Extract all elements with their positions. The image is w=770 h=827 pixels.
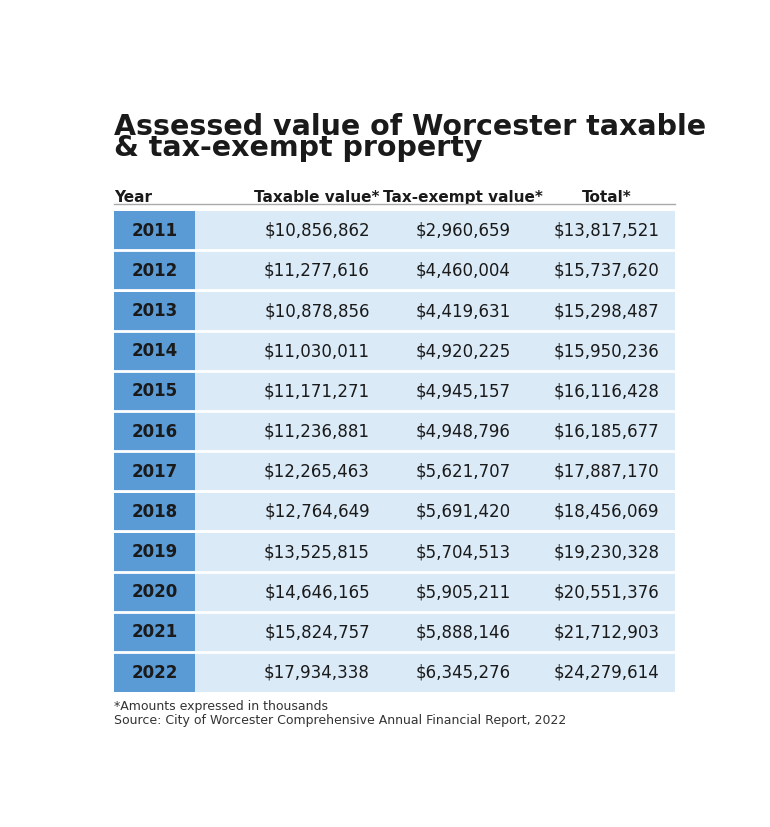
- FancyBboxPatch shape: [114, 653, 196, 692]
- Text: $6,345,276: $6,345,276: [416, 663, 511, 681]
- FancyBboxPatch shape: [114, 493, 196, 532]
- Text: $10,878,856: $10,878,856: [264, 302, 370, 320]
- Text: $20,551,376: $20,551,376: [554, 583, 659, 601]
- FancyBboxPatch shape: [114, 573, 196, 612]
- FancyBboxPatch shape: [114, 613, 196, 652]
- FancyBboxPatch shape: [114, 412, 675, 451]
- Text: $16,116,428: $16,116,428: [554, 382, 659, 400]
- FancyBboxPatch shape: [114, 372, 675, 411]
- Text: $15,737,620: $15,737,620: [554, 262, 659, 280]
- FancyBboxPatch shape: [114, 251, 196, 290]
- Text: $5,905,211: $5,905,211: [416, 583, 511, 601]
- Text: 2019: 2019: [132, 543, 178, 562]
- Text: $11,236,881: $11,236,881: [264, 423, 370, 441]
- Text: 2014: 2014: [132, 342, 178, 361]
- Text: & tax-exempt property: & tax-exempt property: [114, 134, 483, 161]
- FancyBboxPatch shape: [114, 412, 196, 451]
- Text: 2020: 2020: [132, 583, 178, 601]
- Text: $4,948,796: $4,948,796: [416, 423, 511, 441]
- Text: $5,704,513: $5,704,513: [416, 543, 511, 562]
- FancyBboxPatch shape: [114, 533, 675, 571]
- Text: $11,030,011: $11,030,011: [264, 342, 370, 361]
- Text: 2012: 2012: [132, 262, 178, 280]
- Text: 2016: 2016: [132, 423, 178, 441]
- Text: $16,185,677: $16,185,677: [554, 423, 659, 441]
- Text: $21,712,903: $21,712,903: [554, 624, 659, 642]
- Text: 2017: 2017: [132, 463, 178, 480]
- FancyBboxPatch shape: [114, 452, 196, 491]
- Text: $4,419,631: $4,419,631: [416, 302, 511, 320]
- FancyBboxPatch shape: [114, 251, 675, 290]
- Text: $15,298,487: $15,298,487: [554, 302, 659, 320]
- Text: $17,934,338: $17,934,338: [264, 663, 370, 681]
- Text: $4,460,004: $4,460,004: [416, 262, 511, 280]
- FancyBboxPatch shape: [114, 533, 196, 571]
- Text: Year: Year: [114, 189, 152, 204]
- Text: $5,888,146: $5,888,146: [416, 624, 511, 642]
- Text: $4,920,225: $4,920,225: [416, 342, 511, 361]
- Text: $14,646,165: $14,646,165: [264, 583, 370, 601]
- Text: $10,856,862: $10,856,862: [264, 222, 370, 240]
- Text: $12,764,649: $12,764,649: [264, 503, 370, 521]
- FancyBboxPatch shape: [114, 452, 675, 491]
- FancyBboxPatch shape: [114, 292, 196, 331]
- FancyBboxPatch shape: [114, 613, 675, 652]
- Text: 2011: 2011: [132, 222, 178, 240]
- FancyBboxPatch shape: [114, 292, 675, 331]
- FancyBboxPatch shape: [114, 493, 675, 532]
- FancyBboxPatch shape: [114, 332, 675, 370]
- FancyBboxPatch shape: [114, 372, 196, 411]
- Text: $15,824,757: $15,824,757: [264, 624, 370, 642]
- FancyBboxPatch shape: [114, 573, 675, 612]
- Text: $4,945,157: $4,945,157: [416, 382, 511, 400]
- Text: 2015: 2015: [132, 382, 178, 400]
- Text: $11,277,616: $11,277,616: [264, 262, 370, 280]
- Text: $11,171,271: $11,171,271: [264, 382, 370, 400]
- Text: 2013: 2013: [132, 302, 178, 320]
- FancyBboxPatch shape: [114, 653, 675, 692]
- Text: Source: City of Worcester Comprehensive Annual Financial Report, 2022: Source: City of Worcester Comprehensive …: [114, 714, 567, 727]
- Text: $2,960,659: $2,960,659: [416, 222, 511, 240]
- FancyBboxPatch shape: [114, 212, 196, 251]
- Text: *Amounts expressed in thousands: *Amounts expressed in thousands: [114, 700, 328, 713]
- Text: $15,950,236: $15,950,236: [554, 342, 659, 361]
- Text: Tax-exempt value*: Tax-exempt value*: [383, 189, 543, 204]
- Text: $13,525,815: $13,525,815: [264, 543, 370, 562]
- Text: $5,691,420: $5,691,420: [416, 503, 511, 521]
- Text: $18,456,069: $18,456,069: [554, 503, 659, 521]
- Text: Total*: Total*: [581, 189, 631, 204]
- Text: $24,279,614: $24,279,614: [554, 663, 659, 681]
- Text: Assessed value of Worcester taxable: Assessed value of Worcester taxable: [114, 113, 706, 141]
- Text: $19,230,328: $19,230,328: [554, 543, 659, 562]
- Text: 2018: 2018: [132, 503, 178, 521]
- Text: $17,887,170: $17,887,170: [554, 463, 659, 480]
- FancyBboxPatch shape: [114, 212, 675, 251]
- Text: 2022: 2022: [132, 663, 178, 681]
- Text: 2021: 2021: [132, 624, 178, 642]
- Text: $12,265,463: $12,265,463: [264, 463, 370, 480]
- Text: $5,621,707: $5,621,707: [416, 463, 511, 480]
- FancyBboxPatch shape: [114, 332, 196, 370]
- Text: Taxable value*: Taxable value*: [254, 189, 380, 204]
- Text: $13,817,521: $13,817,521: [554, 222, 659, 240]
